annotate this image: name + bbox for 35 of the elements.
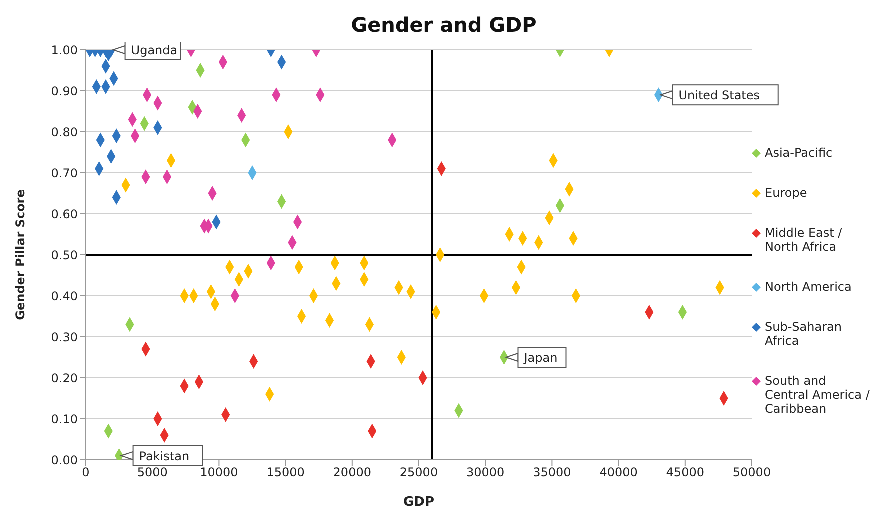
x-tick-label: 10000	[200, 466, 238, 480]
legend-label: Middle East / North Africa	[765, 226, 844, 254]
x-tick-label: 40000	[600, 466, 638, 480]
x-tick-label: 5000	[137, 466, 168, 480]
y-tick-label: 1.00	[51, 43, 78, 58]
chart-title: Gender and GDP	[350, 12, 538, 39]
y-axis-title: Gender Pillar Score	[13, 190, 28, 320]
x-tick-label: 25000	[400, 466, 438, 480]
x-axis-title: GDP	[404, 495, 434, 510]
y-tick-label: 0.30	[51, 330, 78, 344]
x-tick-label: 20000	[333, 466, 372, 480]
legend-label: Asia-Pacific	[765, 146, 833, 160]
x-tick-label: 35000	[533, 466, 572, 480]
y-tick-label: 0.20	[51, 371, 78, 386]
annotation: Japan	[523, 351, 558, 365]
x-tick-label: 15000	[266, 466, 305, 480]
x-tick-label: 45000	[666, 466, 704, 480]
annotation: United States	[678, 88, 760, 103]
legend-label: North America	[765, 280, 852, 294]
legend-label: Sub-Saharan Africa	[765, 320, 843, 348]
y-tick-label: 0.50	[51, 248, 78, 262]
x-tick-label: 0	[82, 466, 90, 480]
annotation: Uganda	[131, 44, 178, 58]
y-tick-label: 0.90	[51, 84, 78, 98]
legend-label: Europe	[765, 186, 808, 200]
y-tick-label: 0.40	[51, 289, 78, 304]
y-tick-label: 0.60	[51, 207, 78, 222]
y-tick-label: 0.00	[51, 453, 78, 468]
y-tick-label: 0.70	[51, 166, 78, 180]
legend-label: South and Central America / Caribbean	[765, 374, 870, 416]
x-tick-label: 30000	[466, 466, 505, 480]
y-tick-label: 0.10	[51, 412, 78, 426]
x-tick-label: 50000	[732, 466, 772, 480]
annotation: Pakistan	[139, 449, 190, 464]
y-tick-label: 0.80	[51, 125, 78, 140]
